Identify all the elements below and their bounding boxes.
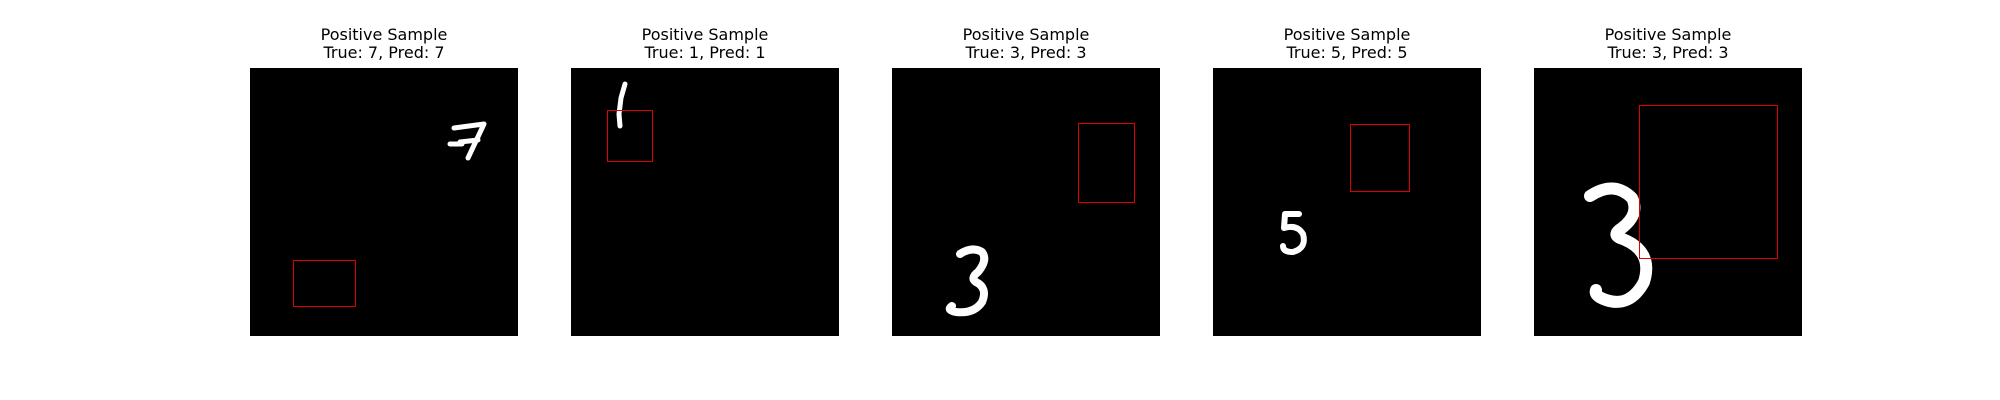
prediction-box — [293, 260, 356, 307]
panel-title: Positive Sample True: 7, Pred: 7 — [250, 26, 518, 62]
panel-title: Positive Sample True: 3, Pred: 3 — [892, 26, 1160, 62]
panel-subtitle: True: 1, Pred: 1 — [644, 43, 766, 62]
digit-5-glyph — [1280, 211, 1307, 255]
sample-panel-2: Positive Sample True: 1, Pred: 1 — [571, 26, 839, 336]
digit-1-glyph — [616, 81, 628, 129]
panel-title: Positive Sample True: 1, Pred: 1 — [571, 26, 839, 62]
prediction-box — [1639, 105, 1778, 259]
panel-title: Positive Sample True: 3, Pred: 3 — [1534, 26, 1802, 62]
panel-title: Positive Sample True: 5, Pred: 5 — [1213, 26, 1481, 62]
prediction-box — [1350, 124, 1410, 192]
digit-image — [892, 68, 1160, 336]
prediction-box — [607, 110, 653, 162]
panel-heading: Positive Sample — [641, 25, 769, 44]
digit-image — [250, 68, 518, 336]
prediction-box — [1078, 123, 1135, 203]
sample-panel-3: Positive Sample True: 3, Pred: 3 — [892, 26, 1160, 336]
panel-heading: Positive Sample — [1604, 25, 1732, 44]
digit-image — [1213, 68, 1481, 336]
panel-subtitle: True: 3, Pred: 3 — [1607, 43, 1729, 62]
panel-subtitle: True: 5, Pred: 5 — [1286, 43, 1408, 62]
digit-3-glyph — [945, 245, 989, 317]
sample-panel-4: Positive Sample True: 5, Pred: 5 — [1213, 26, 1481, 336]
panel-subtitle: True: 3, Pred: 3 — [965, 43, 1087, 62]
digit-image — [1534, 68, 1802, 336]
panel-heading: Positive Sample — [1283, 25, 1411, 44]
digit-3-glyph — [1584, 182, 1653, 308]
digit-image — [571, 68, 839, 336]
panel-heading: Positive Sample — [320, 25, 448, 44]
panel-subtitle: True: 7, Pred: 7 — [323, 43, 445, 62]
digit-7-glyph — [447, 121, 487, 161]
panel-heading: Positive Sample — [962, 25, 1090, 44]
sample-panel-5: Positive Sample True: 3, Pred: 3 — [1534, 26, 1802, 336]
sample-panel-1: Positive Sample True: 7, Pred: 7 — [250, 26, 518, 336]
